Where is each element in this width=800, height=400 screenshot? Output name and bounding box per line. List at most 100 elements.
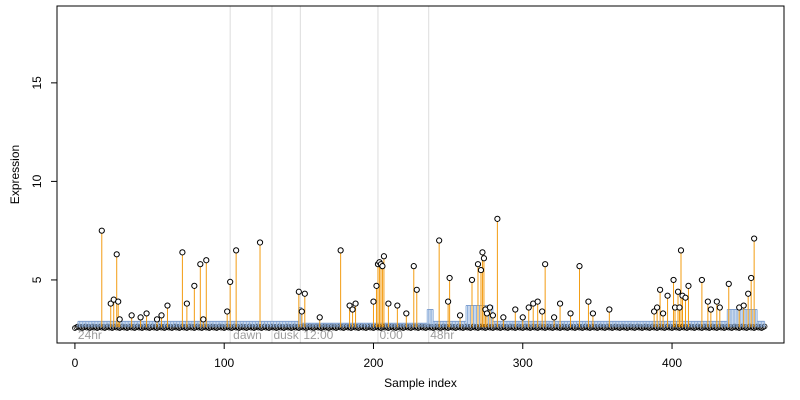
x-axis-label: Sample index	[384, 376, 457, 390]
data-point	[107, 300, 114, 307]
data-point	[164, 302, 171, 309]
y-axis: 5 10 15	[30, 76, 58, 283]
data-point	[456, 312, 464, 319]
data-point	[725, 280, 732, 287]
data-point	[676, 304, 683, 311]
data-point	[651, 308, 658, 315]
data-point	[716, 304, 723, 311]
data-point	[385, 300, 392, 307]
data-point	[446, 274, 453, 282]
x-axis: 0 100 200 300 400	[72, 342, 682, 370]
data-point	[98, 227, 105, 234]
data-point	[707, 306, 714, 313]
data-point	[256, 239, 264, 246]
data-point	[183, 300, 190, 307]
data-point	[656, 286, 664, 293]
data-point	[137, 314, 144, 321]
x-tick-label: 200	[363, 356, 383, 370]
data-point	[698, 276, 705, 284]
data-point	[394, 302, 401, 309]
data-point	[480, 255, 488, 262]
data-point	[489, 312, 497, 319]
data-point	[413, 286, 420, 293]
data-point	[704, 298, 711, 305]
annotation-label: dusk	[273, 328, 299, 342]
data-point	[486, 304, 494, 311]
data-point	[677, 247, 685, 254]
data-point	[352, 300, 359, 307]
data-point	[519, 314, 526, 321]
data-point	[370, 298, 377, 305]
data-point	[468, 276, 476, 284]
data-point	[143, 310, 150, 317]
y-axis-label: Expression	[8, 145, 22, 204]
data-point	[500, 314, 507, 321]
data-point	[674, 288, 682, 295]
x-tick-label: 400	[662, 356, 682, 370]
data-point	[551, 314, 558, 321]
x-tick-label: 0	[72, 356, 79, 370]
data-point	[380, 253, 388, 260]
data-point	[346, 302, 353, 309]
data-point	[200, 316, 207, 323]
data-point	[664, 292, 671, 299]
data-point	[203, 257, 210, 264]
data-point	[585, 298, 592, 305]
data-point	[227, 278, 234, 286]
data-point	[483, 310, 491, 317]
data-point	[659, 310, 667, 317]
data-point	[576, 263, 583, 270]
data-point	[685, 282, 692, 289]
data-point	[128, 312, 135, 319]
data-point	[745, 290, 752, 297]
data-point	[379, 263, 386, 270]
data-point	[373, 282, 380, 289]
data-point	[556, 300, 564, 307]
annotation-label: dawn	[233, 328, 262, 342]
data-point	[436, 237, 443, 244]
annotation-label: 48hr	[430, 328, 454, 342]
data-point	[682, 294, 689, 301]
y-tick-label: 5	[30, 276, 44, 283]
data-point	[301, 290, 308, 297]
data-point	[477, 266, 485, 274]
data-point	[158, 312, 165, 319]
data-points	[98, 215, 758, 323]
data-point	[445, 298, 452, 305]
data-point	[474, 261, 482, 268]
data-point	[316, 314, 323, 321]
data-point	[113, 251, 120, 258]
data-point	[403, 310, 410, 317]
data-point	[224, 308, 231, 315]
data-point	[748, 274, 755, 282]
data-point	[337, 247, 344, 254]
data-point	[751, 235, 758, 242]
data-point	[670, 276, 677, 284]
data-point	[740, 302, 747, 309]
data-point	[542, 261, 549, 268]
data-point	[197, 261, 204, 268]
data-point	[295, 288, 302, 295]
annotations: 24hr dawn dusk 12:00 0:00 48hr	[78, 328, 454, 342]
data-point	[539, 308, 546, 315]
data-point	[233, 247, 240, 254]
data-point	[115, 298, 122, 305]
data-point	[713, 298, 720, 305]
annotation-label: 0:00	[379, 328, 403, 342]
data-point	[525, 304, 532, 311]
annotation-label: 24hr	[78, 328, 102, 342]
data-point	[512, 306, 519, 313]
annotation-label: 12:00	[303, 328, 333, 342]
data-point	[179, 249, 186, 256]
data-point	[494, 215, 501, 222]
data-point	[410, 263, 417, 270]
data-point	[589, 310, 597, 317]
data-point	[116, 316, 123, 323]
data-point	[349, 306, 356, 313]
data-point	[191, 282, 198, 289]
data-point	[606, 306, 613, 313]
x-tick-label: 300	[513, 356, 533, 370]
